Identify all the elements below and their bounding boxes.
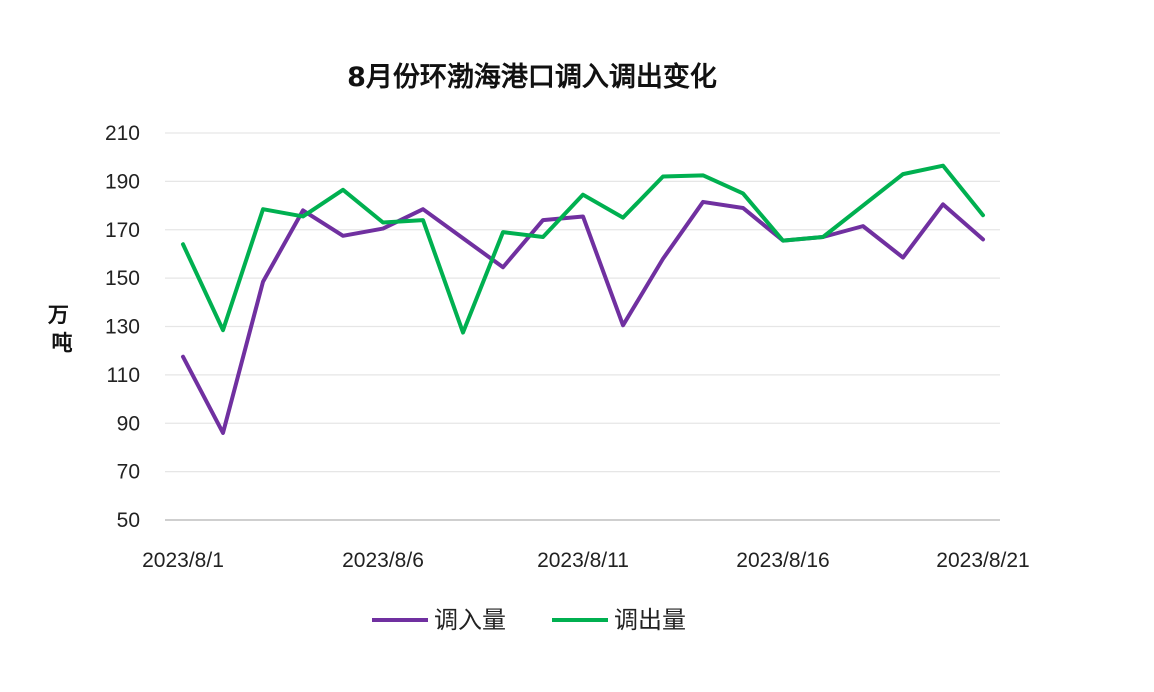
gridlines: [165, 132, 1000, 521]
y-tick-label: 90: [117, 412, 140, 435]
y-tick-label: 130: [105, 316, 140, 339]
y-axis-ticks: 50 70 90 110 130 150 170 190 210: [105, 122, 140, 532]
legend-label: 调出量: [614, 606, 686, 634]
x-axis-ticks: 2023/8/1 2023/8/6 2023/8/11 2023/8/16 2023/8…: [142, 549, 1030, 572]
series-line-1: [181, 199, 985, 435]
y-axis-label-line-2: 吨: [52, 331, 73, 355]
x-tick-label: 2023/8/16: [736, 549, 829, 572]
series-lines: [181, 163, 985, 435]
legend-label: 调入量: [434, 606, 506, 634]
x-tick-label: 2023/8/21: [936, 549, 1029, 572]
y-tick-label: 210: [105, 122, 140, 145]
chart-title: 8月份环渤海港口调入调出变化: [347, 61, 717, 93]
y-tick-label: 190: [105, 170, 140, 193]
x-tick-label: 2023/8/6: [342, 549, 424, 572]
y-tick-label: 50: [117, 509, 140, 532]
series-line-2: [181, 163, 985, 335]
x-tick-label: 2023/8/1: [142, 549, 224, 572]
y-tick-label: 150: [105, 267, 140, 290]
x-tick-label: 2023/8/11: [537, 549, 629, 572]
y-tick-label: 70: [117, 461, 140, 484]
y-tick-label: 110: [107, 364, 140, 387]
legend: 调入量 调出量: [372, 606, 686, 634]
y-axis-label: 万 吨: [47, 303, 76, 355]
y-tick-label: 170: [105, 219, 140, 242]
y-axis-label-line-1: 万: [47, 303, 69, 327]
